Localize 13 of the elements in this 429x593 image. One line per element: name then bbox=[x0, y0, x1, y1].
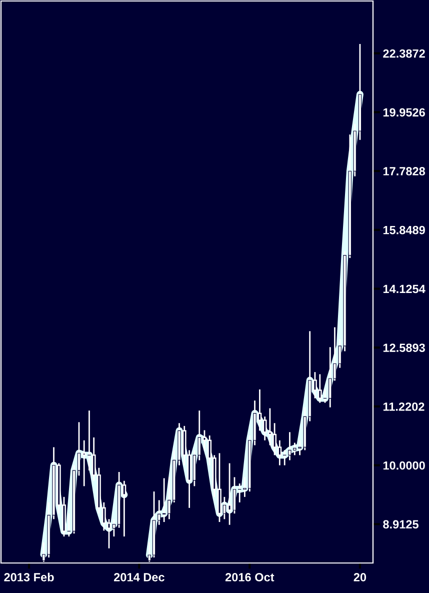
y-tick-label: 10.0000 bbox=[383, 461, 425, 470]
y-tick-label: 14.1254 bbox=[383, 284, 426, 294]
x-tick-label: 20 bbox=[354, 573, 366, 582]
y-tick-label: 8.9125 bbox=[383, 520, 418, 529]
y-tick-label: 12.5893 bbox=[383, 344, 425, 352]
y-tick-label: 15.8489 bbox=[383, 226, 425, 234]
y-tick-label: 22.3872 bbox=[383, 49, 425, 58]
y-tick-label: 17.7828 bbox=[383, 167, 426, 176]
y-tick-label: 11.2202 bbox=[383, 402, 424, 411]
x-tick-label: 2014 Dec bbox=[114, 573, 164, 582]
y-tick-label: 19.9526 bbox=[383, 108, 425, 117]
x-tick-label: 2016 Oct bbox=[225, 573, 274, 582]
x-tick-label: 2013 Feb bbox=[4, 572, 54, 582]
